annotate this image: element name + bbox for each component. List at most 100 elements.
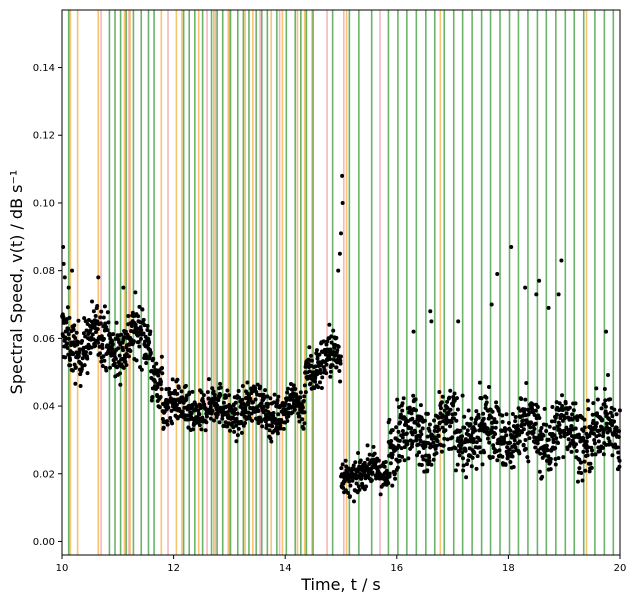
data-point-2224 — [604, 329, 609, 334]
data-point-658 — [227, 393, 232, 398]
data-point-453 — [174, 403, 179, 408]
data-point-2008 — [569, 449, 574, 454]
data-point-1313 — [393, 476, 398, 481]
data-point-2011 — [570, 412, 575, 417]
data-point-54 — [73, 365, 78, 370]
data-point-1304 — [390, 428, 395, 433]
data-point-79 — [80, 338, 85, 343]
data-point-1467 — [432, 418, 437, 423]
data-point-1333 — [398, 420, 403, 425]
data-point-2098 — [592, 437, 597, 442]
y-tick-label-1: 0.02 — [33, 469, 55, 480]
data-point-1536 — [449, 420, 454, 425]
data-point-455 — [175, 377, 180, 382]
data-point-1464 — [431, 440, 436, 445]
data-point-709 — [239, 430, 244, 435]
data-point-401 — [161, 425, 166, 430]
data-point-1399 — [415, 453, 420, 458]
data-point-1076 — [333, 353, 338, 358]
data-point-1735 — [500, 413, 505, 418]
data-point-304 — [137, 344, 142, 349]
data-point-1657 — [480, 462, 485, 467]
data-point-217 — [115, 365, 120, 370]
data-point-1721 — [496, 408, 501, 413]
data-point-180 — [105, 310, 110, 315]
data-point-1553 — [453, 468, 458, 473]
data-point-1120 — [344, 464, 349, 469]
data-point-1145 — [350, 478, 355, 483]
data-point-1765 — [507, 447, 512, 452]
data-point-1945 — [553, 456, 558, 461]
data-point-325 — [142, 323, 147, 328]
data-point-997 — [313, 379, 318, 384]
data-point-2220 — [534, 292, 539, 297]
data-point-686 — [234, 423, 239, 428]
data-point-1844 — [527, 410, 532, 415]
data-point-1601 — [466, 458, 471, 463]
data-point-602 — [212, 392, 217, 397]
data-point-2158 — [607, 439, 612, 444]
data-point-1308 — [391, 444, 396, 449]
data-point-227 — [117, 353, 122, 358]
data-point-1673 — [484, 395, 489, 400]
data-point-1297 — [389, 438, 394, 443]
data-point-1494 — [438, 406, 443, 411]
data-point-1674 — [484, 400, 489, 405]
data-point-1938 — [551, 440, 556, 445]
data-point-2052 — [580, 478, 585, 483]
data-point-1538 — [450, 435, 455, 440]
data-point-416 — [165, 422, 170, 427]
data-point-1384 — [411, 393, 416, 398]
data-point-311 — [138, 336, 143, 341]
data-point-421 — [167, 386, 171, 391]
data-point-1699 — [491, 443, 496, 448]
data-point-1342 — [400, 401, 405, 406]
data-point-1204 — [365, 443, 370, 448]
data-point-99 — [85, 356, 90, 361]
data-point-16 — [64, 320, 69, 325]
data-point-47 — [71, 340, 76, 345]
data-point-985 — [309, 358, 314, 363]
data-point-2202 — [62, 275, 67, 280]
data-point-2038 — [576, 432, 581, 437]
data-point-1609 — [468, 422, 473, 427]
data-point-1161 — [354, 481, 359, 486]
data-point-1127 — [346, 490, 350, 495]
data-point-1557 — [454, 396, 459, 401]
data-point-1331 — [397, 458, 402, 463]
data-point-289 — [133, 290, 138, 295]
data-point-1547 — [452, 391, 457, 396]
data-point-58 — [74, 330, 79, 335]
data-point-2212 — [428, 309, 433, 314]
data-point-1884 — [537, 469, 542, 474]
data-point-747 — [249, 411, 254, 416]
data-point-212 — [113, 356, 118, 361]
data-point-1106 — [340, 462, 345, 467]
data-point-1989 — [564, 411, 569, 416]
data-point-624 — [218, 393, 223, 398]
data-point-822 — [268, 436, 273, 441]
data-point-1392 — [413, 430, 418, 435]
data-point-1788 — [513, 414, 518, 419]
data-point-713 — [240, 383, 245, 388]
data-point-66 — [76, 354, 81, 359]
data-point-1834 — [525, 455, 530, 460]
data-point-2197 — [617, 464, 622, 469]
data-point-687 — [234, 439, 239, 444]
data-point-1596 — [464, 462, 469, 467]
data-point-1414 — [418, 439, 423, 444]
data-point-1820 — [521, 442, 526, 447]
plot-frame — [61, 9, 621, 556]
data-point-1648 — [478, 438, 483, 443]
data-point-1527 — [447, 395, 452, 400]
data-point-1018 — [318, 367, 323, 372]
data-point-1902 — [542, 406, 547, 411]
data-point-493 — [185, 413, 190, 418]
data-point-1418 — [419, 462, 424, 467]
data-point-1679 — [485, 436, 490, 441]
data-point-932 — [296, 398, 301, 403]
data-point-1707 — [493, 432, 498, 437]
data-point-1863 — [532, 412, 537, 417]
data-point-1600 — [465, 439, 470, 444]
data-point-1630 — [473, 421, 478, 426]
